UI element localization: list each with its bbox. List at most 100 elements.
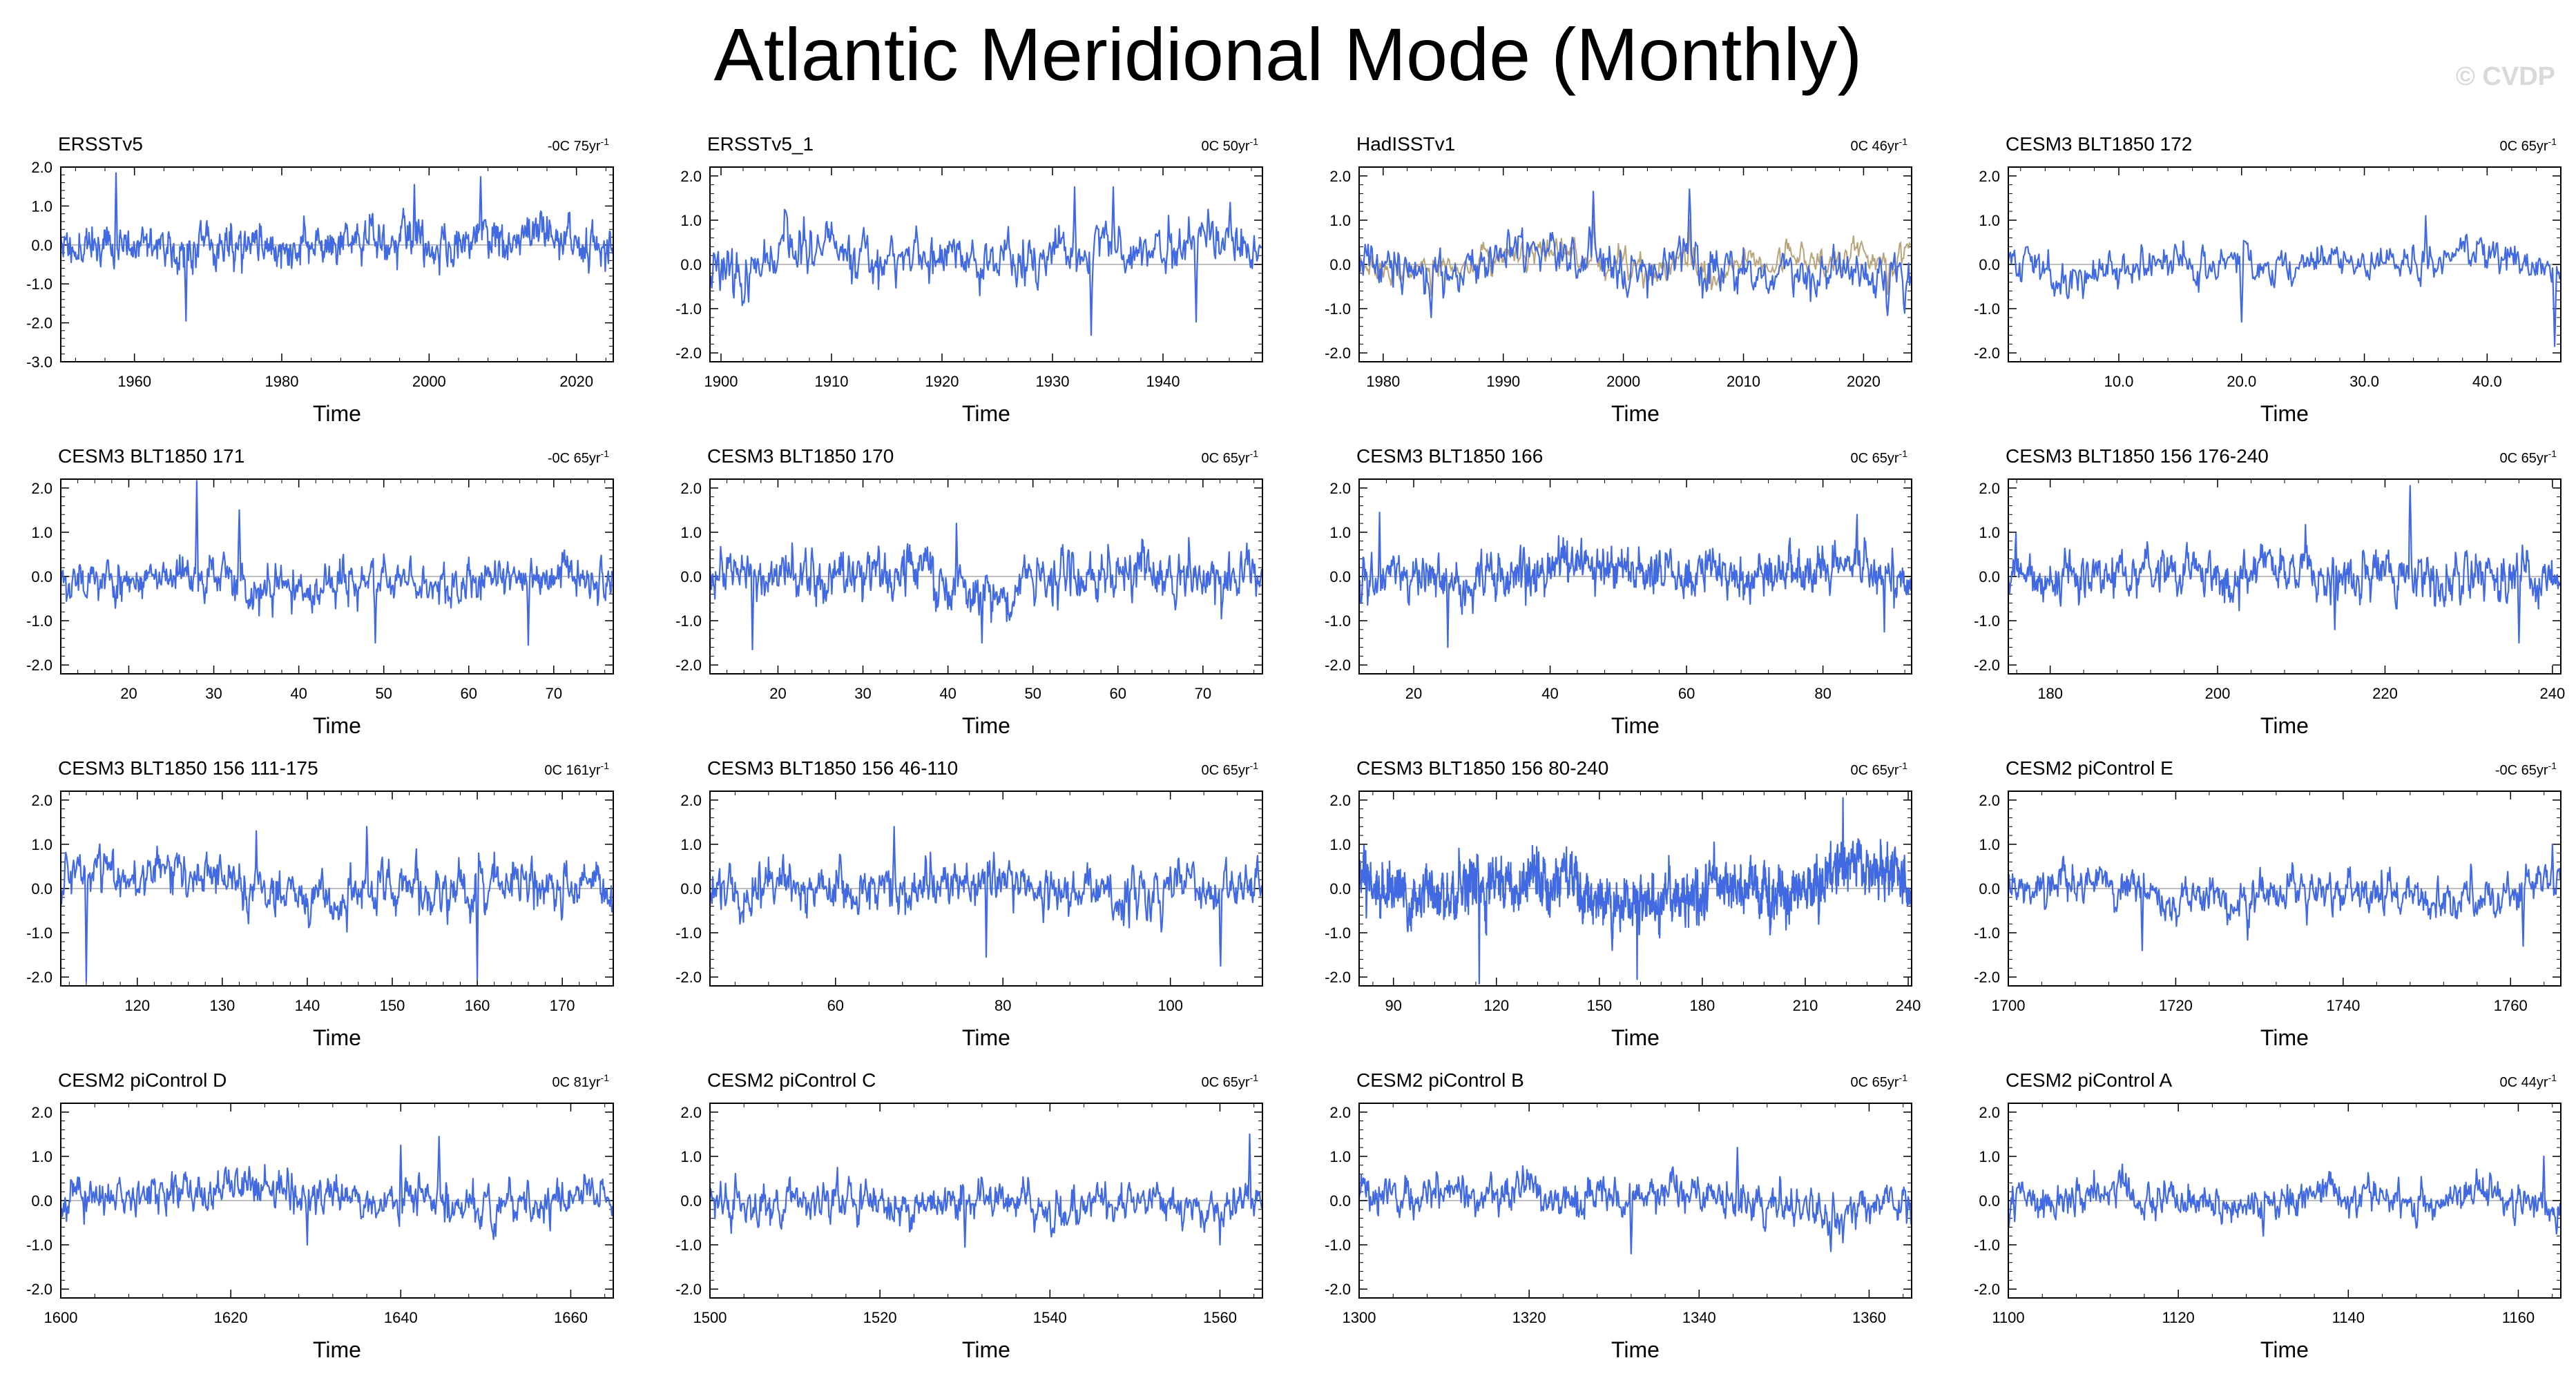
y-tick-label: 0.0 [31,880,52,898]
x-axis-label: Time [962,1337,1010,1362]
y-tick-label: 0.0 [1979,256,2000,273]
y-tick-label: 2.0 [1329,1104,1351,1121]
panel-title: CESM3 BLT1850 171 [58,445,244,467]
y-tick-label: 0.0 [1979,1192,2000,1210]
y-tick-label: -3.0 [26,353,52,371]
y-tick-label: 0.0 [31,237,52,254]
x-tick-label: 1990 [1486,373,1520,390]
x-tick-label: 40.0 [2472,373,2502,390]
x-axis-label: Time [313,1337,361,1362]
x-tick-label: 200 [2205,685,2231,702]
x-tick-label: 1920 [925,373,959,390]
x-tick-label: 1140 [2332,1309,2365,1326]
y-tick-label: 1.0 [31,197,52,215]
y-tick-label: 0.0 [1979,880,2000,898]
x-tick-label: 240 [1896,997,1921,1014]
x-tick-label: 130 [209,997,235,1014]
plot-frame [2008,166,2561,362]
y-tick-label: 2.0 [31,480,52,497]
x-tick-label: 210 [1793,997,1818,1014]
plot-frame [1358,1103,1912,1299]
y-tick-label: 1.0 [31,1148,52,1165]
panel-title: CESM3 BLT1850 156 176-240 [2006,445,2269,467]
trend-label: 0C 46yr-1 [1851,136,1908,154]
trend-label: 0C 65yr-1 [2500,448,2557,466]
x-tick-label: 2010 [1727,373,1760,390]
x-tick-label: 2000 [1606,373,1640,390]
panel-title: CESM2 piControl C [707,1069,876,1091]
chart-panel: HadISSTv1 0C 46yr-1 -2.0 -1.0 0.0 1.0 2.0 1980 1… [1325,133,1912,426]
x-tick-label: 1930 [1036,373,1070,390]
x-tick-label: 80 [1814,685,1831,702]
x-tick-label: 1900 [704,373,738,390]
cvdp-watermark: © CVDP [2455,62,2555,91]
x-axis-label: Time [1611,401,1660,426]
trend-superscript: -1 [1250,760,1259,771]
y-tick-label: -1.0 [1325,1236,1351,1254]
x-tick-label: 1360 [1852,1309,1886,1326]
chart-panel: CESM3 BLT1850 156 80-240 0C 65yr-1 -2.0 -1.… [1325,757,1921,1050]
trend-superscript: -1 [601,136,610,147]
trend-label: 0C 65yr-1 [2500,136,2557,154]
y-tick-label: -2.0 [675,657,702,674]
trend-superscript: -1 [1899,760,1908,771]
chart-panel: CESM3 BLT1850 172 0C 65yr-1 -2.0 -1.0 0.0 1.0… [1974,133,2561,426]
y-tick-label: -1.0 [1974,924,2000,942]
x-tick-label: 180 [2037,685,2063,702]
trend-label: -0C 65yr-1 [548,448,609,466]
y-tick-label: 1.0 [680,212,702,229]
x-tick-label: 30 [854,685,871,702]
x-tick-label: 1520 [863,1309,897,1326]
x-tick-label: 40 [1541,685,1558,702]
y-tick-label: 1.0 [1329,524,1351,541]
panel-title: CESM2 piControl B [1356,1069,1524,1091]
y-tick-label: 1.0 [1329,1148,1351,1165]
x-tick-label: 70 [546,685,562,702]
y-tick-label: -1.0 [1325,612,1351,630]
y-tick-label: -1.0 [675,300,702,318]
y-tick-label: -2.0 [26,969,52,986]
y-tick-label: 1.0 [1329,212,1351,229]
series-line [61,826,613,982]
chart-panel: CESM2 piControl A 0C 44yr-1 -2.0 -1.0 0.0 1.0… [1974,1069,2561,1362]
x-tick-label: 1940 [1146,373,1180,390]
x-axis-label: Time [313,713,361,738]
x-tick-label: 30 [205,685,222,702]
x-axis-label: Time [2260,401,2309,426]
chart-panel: CESM3 BLT1850 166 0C 65yr-1 -2.0 -1.0 0.0 1.0… [1325,445,1912,738]
y-tick-label: -2.0 [26,315,52,332]
y-tick-label: 2.0 [1329,792,1351,809]
x-tick-label: 50 [1024,685,1041,702]
trend-label: 0C 65yr-1 [1202,760,1259,778]
y-tick-label: -2.0 [26,657,52,674]
y-tick-label: 2.0 [1329,168,1351,185]
x-tick-label: 1620 [214,1309,248,1326]
y-tick-label: -1.0 [1974,612,2000,630]
y-tick-label: 1.0 [1979,1148,2000,1165]
series-line [2008,1155,2561,1237]
x-axis-label: Time [962,401,1010,426]
x-tick-label: 140 [295,997,320,1014]
x-tick-label: 1100 [1992,1309,2024,1326]
x-tick-label: 1560 [1203,1309,1237,1326]
x-tick-label: 100 [1157,997,1183,1014]
trend-label: 0C 65yr-1 [1851,448,1908,466]
trend-superscript: -1 [601,448,610,459]
chart-panel: CESM3 BLT1850 156 46-110 0C 65yr-1 -2.0 -1.… [675,757,1263,1050]
trend-label: 0C 161yr-1 [544,760,609,778]
y-tick-label: 2.0 [1329,480,1351,497]
y-tick-label: 0.0 [680,256,702,273]
x-tick-label: 1500 [693,1309,727,1326]
trend-label: 0C 65yr-1 [1851,760,1908,778]
x-tick-label: 20 [120,685,137,702]
series-line [61,1135,613,1246]
y-tick-label: -2.0 [675,1281,702,1298]
y-tick-label: -2.0 [675,969,702,986]
trend-label: -0C 65yr-1 [2495,760,2557,778]
plot-frame [709,1103,1263,1299]
x-tick-label: 60 [461,685,477,702]
y-tick-label: -2.0 [1974,657,2000,674]
y-tick-label: 2.0 [31,1104,52,1121]
x-tick-label: 1740 [2326,997,2360,1014]
y-tick-label: -2.0 [1974,969,2000,986]
